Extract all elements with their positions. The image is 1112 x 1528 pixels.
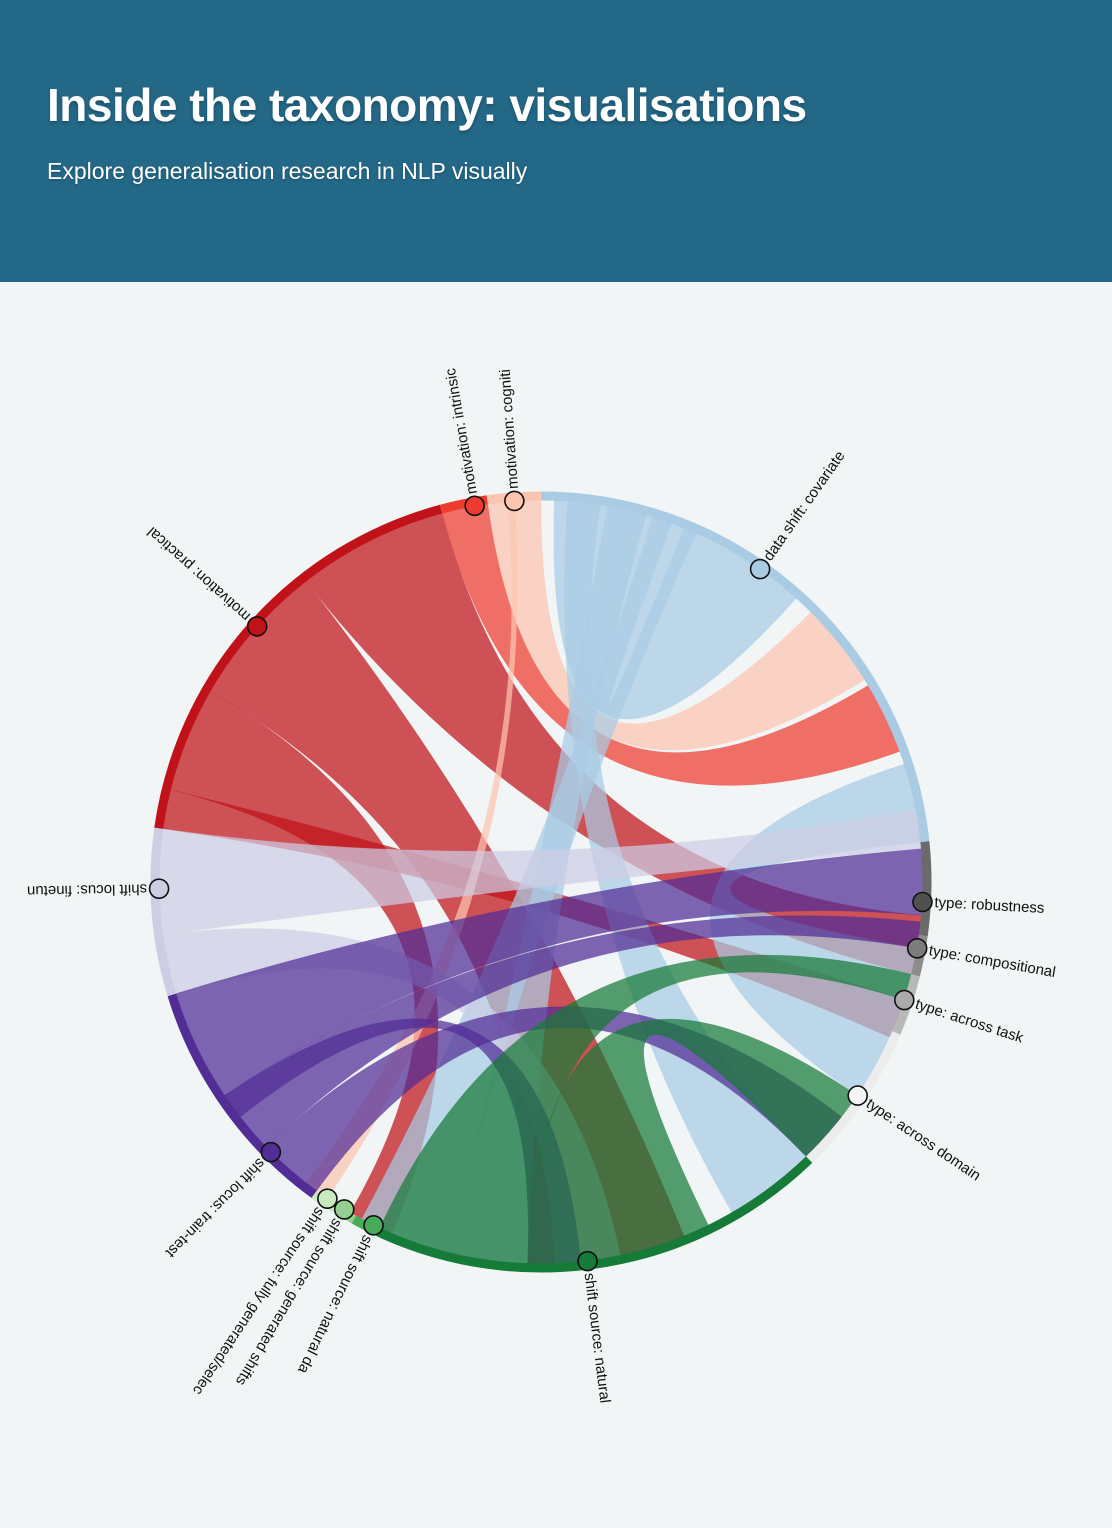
node-type-compositional[interactable]: type: compositional xyxy=(906,938,1057,981)
rim-arc-shift-locus-train-test[interactable] xyxy=(167,993,317,1198)
node-marker[interactable] xyxy=(906,938,928,959)
node-type-robustness[interactable]: type: robustness xyxy=(912,891,1045,917)
node-label: shift locus: train-test xyxy=(161,1155,268,1262)
node-marker[interactable] xyxy=(894,989,915,1011)
node-label: type: across task xyxy=(913,996,1026,1047)
node-motivation-practical[interactable]: motivation: practical xyxy=(144,523,268,637)
node-marker[interactable] xyxy=(333,1199,355,1220)
rim-arc-shift-source-natural[interactable] xyxy=(375,1156,813,1273)
node-marker[interactable] xyxy=(912,891,933,913)
node-motivation-cogniti[interactable]: motivation: cogniti xyxy=(497,369,525,512)
node-marker[interactable] xyxy=(260,1141,282,1163)
node-marker[interactable] xyxy=(504,490,525,512)
node-type-across-task[interactable]: type: across task xyxy=(894,989,1026,1047)
node-marker[interactable] xyxy=(577,1250,598,1272)
node-label: motivation: practical xyxy=(144,523,254,624)
rim-arc-shift-locus-finetun[interactable] xyxy=(150,827,177,997)
node-data-shift-covariate[interactable]: data shift: covariate xyxy=(749,448,849,580)
node-label: motivation: intrinsic xyxy=(442,366,481,495)
rim-arc-type-robustness[interactable] xyxy=(918,841,932,937)
chord-ribbons xyxy=(158,499,924,1265)
chord-diagram[interactable]: data shift: covariate type: robustness typ… xyxy=(0,282,1112,1528)
rim-arc-data-shift-covariate[interactable] xyxy=(540,491,930,843)
node-marker[interactable] xyxy=(847,1085,868,1106)
node-label: shift source: natural xyxy=(581,1272,614,1404)
node-shift-source-natural[interactable]: shift source: natural xyxy=(577,1250,614,1404)
page-title: Inside the taxonomy: visualisations xyxy=(47,79,807,131)
rim-arc-motivation-intrinsic[interactable] xyxy=(439,495,488,514)
page-subtitle: Explore generalisation research in NLP v… xyxy=(47,158,528,184)
node-label: data shift: covariate xyxy=(760,448,849,564)
node-label: shift source: natural da xyxy=(294,1232,376,1376)
node-label: type: compositional xyxy=(928,942,1057,981)
node-marker[interactable] xyxy=(749,558,771,580)
chord-ribbon-shift-locus-finetun[interactable] xyxy=(158,808,922,936)
node-marker[interactable] xyxy=(246,616,268,637)
node-marker[interactable] xyxy=(464,495,485,517)
node-type-across-domain[interactable]: type: across domain xyxy=(847,1085,984,1184)
node-label: shift locus: finetun xyxy=(27,880,147,899)
node-marker[interactable] xyxy=(148,878,170,899)
node-shift-locus-train-test[interactable]: shift locus: train-test xyxy=(161,1141,282,1262)
node-marker[interactable] xyxy=(317,1188,338,1209)
node-label: motivation: cogniti xyxy=(497,369,522,490)
chord-ribbon-shift-locus-train-test[interactable] xyxy=(175,848,924,1096)
node-label: type: robustness xyxy=(934,894,1045,917)
node-shift-locus-finetun[interactable]: shift locus: finetun xyxy=(27,878,170,899)
node-marker[interactable] xyxy=(363,1215,384,1236)
node-motivation-intrinsic[interactable]: motivation: intrinsic xyxy=(442,366,485,517)
page-header: Inside the taxonomy: visualisations Expl… xyxy=(0,0,1112,282)
node-label: type: across domain xyxy=(863,1095,984,1184)
